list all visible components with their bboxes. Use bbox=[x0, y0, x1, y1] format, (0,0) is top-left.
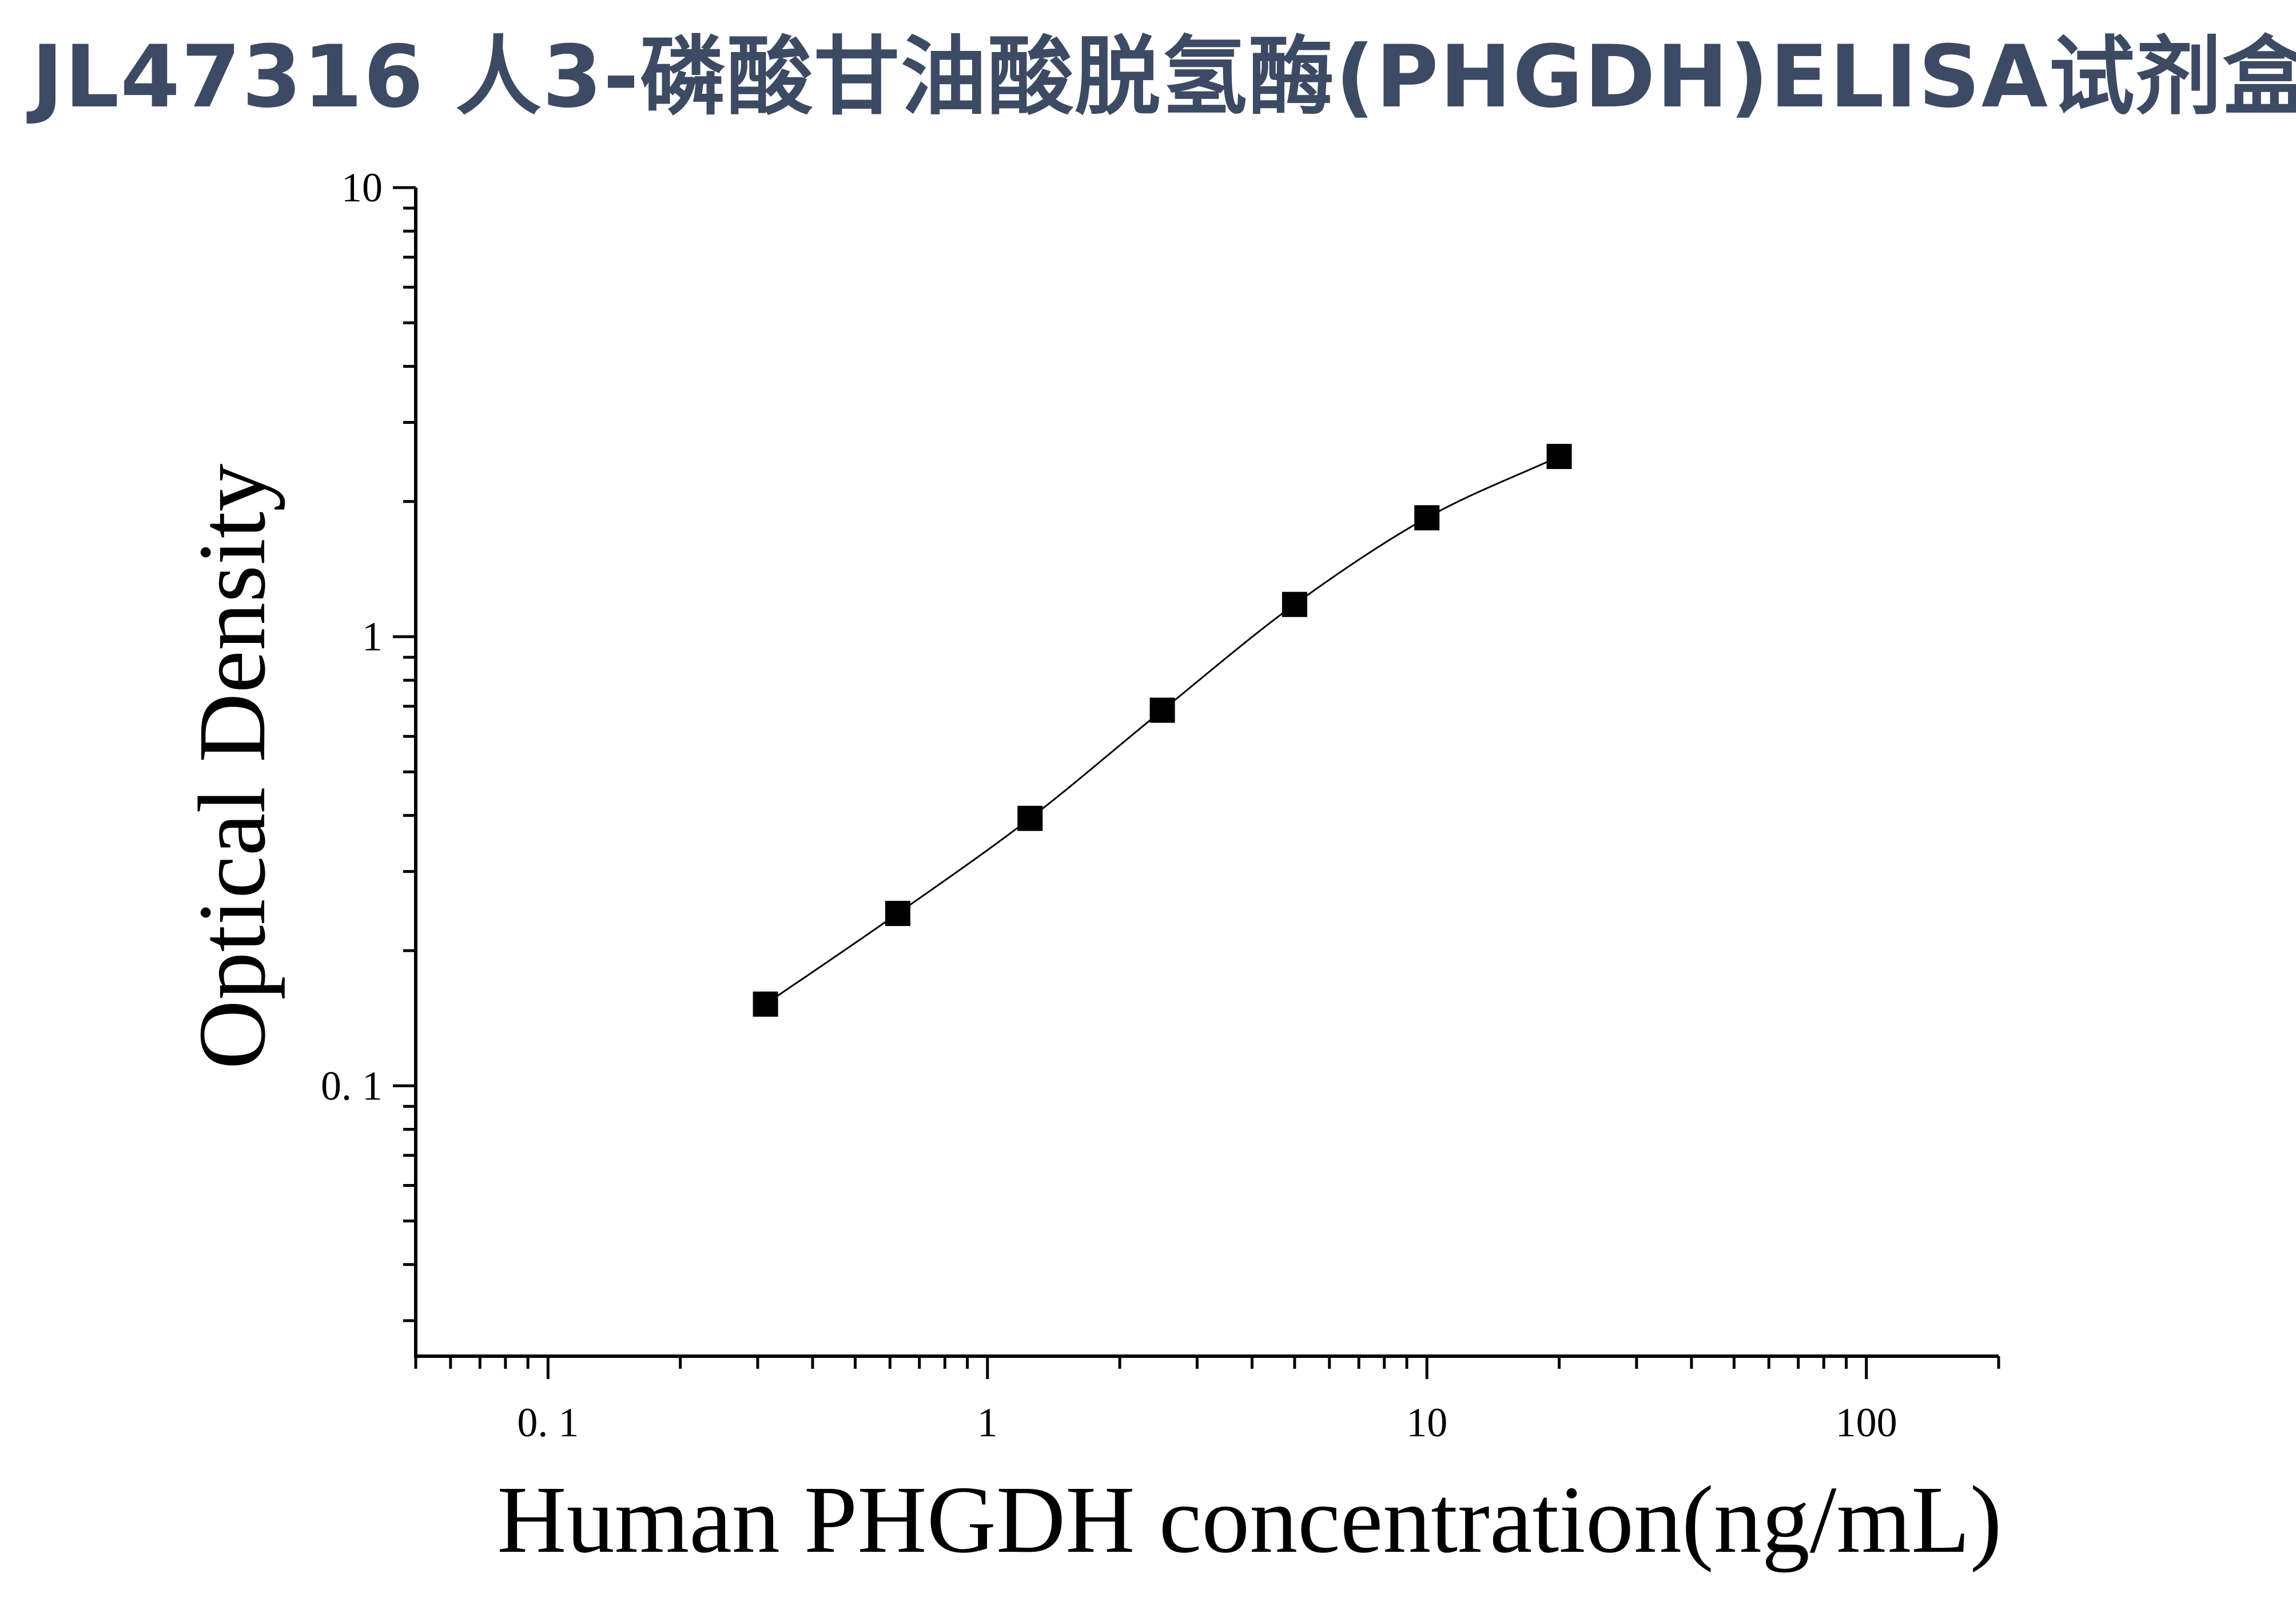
x-axis-title: Human PHGDH concentration(ng/mL) bbox=[497, 1467, 2001, 1573]
y-tick-label: 0. 1 bbox=[321, 1063, 383, 1109]
data-points bbox=[753, 443, 1572, 1017]
data-point-marker bbox=[1546, 443, 1572, 469]
x-tick-label: 10 bbox=[1406, 1400, 1447, 1445]
tick-labels: 0. 1 1 10 100 0. 1 1 10 bbox=[321, 165, 1897, 1445]
data-point-marker bbox=[1282, 591, 1307, 617]
fit-curve bbox=[765, 455, 1560, 1005]
x-tick-label: 1 bbox=[977, 1400, 998, 1445]
data-point-marker bbox=[1017, 805, 1043, 831]
page-title: JL47316 人3-磷酸甘油酸脱氢酶(PHGDH)ELISA试剂盒 bbox=[31, 27, 2296, 127]
data-point-marker bbox=[1414, 505, 1440, 531]
data-point-marker bbox=[753, 991, 778, 1017]
y-tick-label: 10 bbox=[341, 165, 383, 210]
data-point-marker bbox=[885, 900, 910, 926]
axes bbox=[393, 186, 2000, 1379]
data-point-marker bbox=[1149, 697, 1175, 723]
y-axis-title: Optical Density bbox=[179, 463, 285, 1069]
y-tick-label: 1 bbox=[362, 614, 383, 660]
x-tick-label: 100 bbox=[1836, 1400, 1897, 1445]
x-tick-label: 0. 1 bbox=[517, 1400, 579, 1445]
